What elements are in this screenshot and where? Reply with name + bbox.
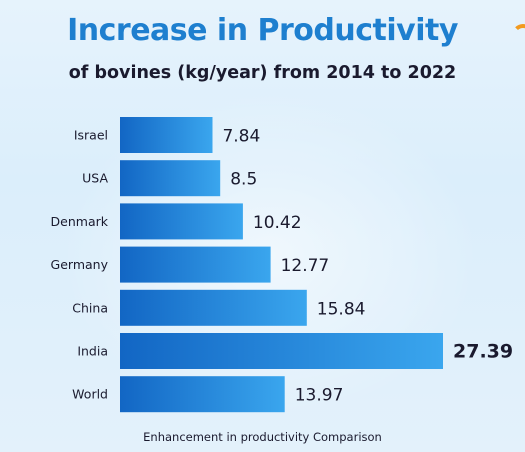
category-label-israel: Israel — [74, 128, 108, 143]
category-label-india: India — [77, 344, 108, 359]
value-label-denmark: 10.42 — [253, 213, 302, 233]
category-label-world: World — [72, 387, 108, 402]
bar-israel — [120, 117, 213, 153]
bar-usa — [120, 160, 221, 197]
bar-china — [120, 289, 307, 326]
category-label-china: China — [72, 300, 108, 315]
category-label-denmark: Denmark — [51, 214, 109, 229]
value-label-china: 15.84 — [317, 299, 366, 319]
chart-title: Increase in Productivity — [67, 13, 458, 48]
category-label-germany: Germany — [51, 257, 109, 272]
bar-denmark — [120, 203, 243, 240]
bar-germany — [120, 246, 271, 283]
value-label-germany: 12.77 — [281, 256, 330, 276]
bar-world — [120, 376, 285, 413]
value-label-israel: 7.84 — [222, 127, 260, 147]
category-label-usa: USA — [82, 171, 108, 186]
bar-india — [120, 333, 443, 369]
chart-caption: Enhancement in productivity Comparison — [143, 430, 382, 444]
value-label-usa: 8.5 — [230, 170, 257, 190]
chart-subtitle: of bovines (kg/year) from 2014 to 2022 — [68, 63, 457, 83]
value-label-india: 27.39 — [453, 341, 513, 363]
logo-fragment-icon — [512, 24, 525, 46]
value-label-world: 13.97 — [295, 386, 344, 406]
